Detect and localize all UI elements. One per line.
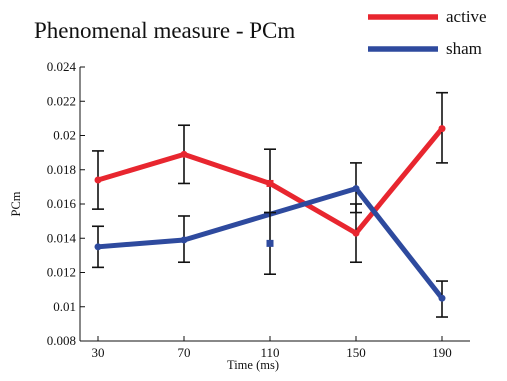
x-tick-label: 190: [432, 345, 452, 360]
y-tick-label: 0.012: [47, 265, 76, 280]
x-tick-label: 110: [260, 345, 279, 360]
data-point: [266, 179, 274, 187]
y-tick-label: 0.022: [47, 93, 76, 108]
x-axis-label: Time (ms): [227, 358, 279, 372]
y-ticks: 0.008 0.01 0.012 0.014 0.016 0.018 0.02 0.022 0.…: [47, 59, 85, 348]
y-tick-label: 0.016: [47, 196, 77, 211]
data-point: [180, 236, 188, 244]
y-tick-label: 0.008: [47, 333, 76, 348]
y-tick-label: 0.014: [47, 230, 77, 245]
data-point: [94, 176, 102, 184]
y-tick-label: 0.02: [53, 128, 76, 143]
data-point: [180, 150, 188, 158]
legend-item-active: active: [368, 7, 487, 26]
x-tick-label: 70: [178, 345, 191, 360]
data-point: [352, 185, 360, 193]
data-point: [266, 239, 274, 247]
chart-title: Phenomenal measure - PCm: [34, 18, 295, 43]
x-tick-label: 30: [92, 345, 105, 360]
data-point: [94, 243, 102, 251]
x-ticks: 30 70 110 150 190: [92, 336, 452, 360]
x-tick-label: 150: [346, 345, 366, 360]
legend-item-sham: sham: [368, 39, 482, 58]
legend-label: active: [446, 7, 487, 26]
data-point: [352, 229, 360, 237]
y-tick-label: 0.024: [47, 59, 77, 74]
data-point: [438, 125, 446, 133]
legend: active sham: [368, 7, 487, 58]
series-layer: [92, 91, 448, 318]
y-axis-label: PCm: [9, 191, 23, 216]
y-tick-label: 0.018: [47, 162, 76, 177]
y-tick-label: 0.01: [53, 299, 76, 314]
axes: [79, 67, 470, 342]
data-point: [438, 294, 446, 302]
legend-label: sham: [446, 39, 482, 58]
series-active: [92, 91, 448, 264]
series-sham: [92, 162, 448, 318]
